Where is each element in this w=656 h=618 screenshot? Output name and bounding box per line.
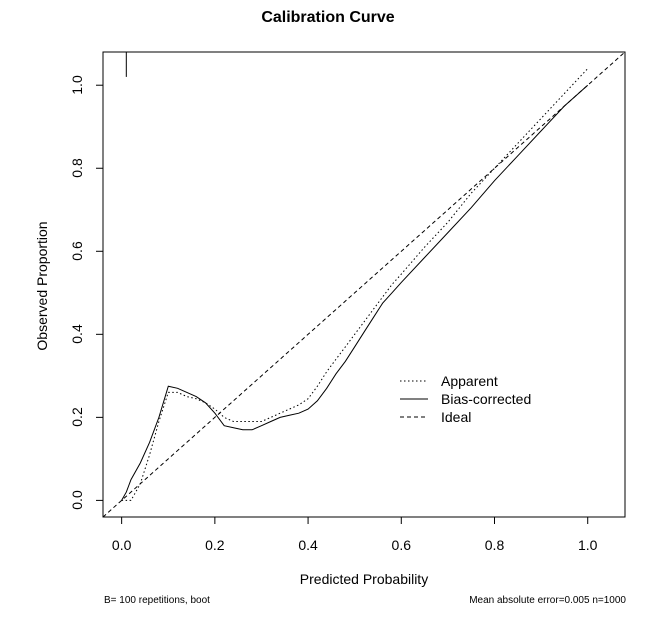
y-tick-label: 0.0: [69, 490, 85, 511]
footer-error-summary: Mean absolute error=0.005 n=1000: [469, 595, 626, 606]
x-axis-label: Predicted Probability: [299, 571, 429, 587]
legend-label: Ideal: [441, 409, 472, 425]
y-tick-label: 0.4: [69, 324, 85, 345]
plot-frame: [102, 51, 626, 518]
y-axis-label: Observed Proportion: [34, 221, 50, 351]
x-tick-label: 0.2: [205, 537, 225, 553]
x-tick-label: 0.4: [298, 537, 318, 553]
series-ideal: [103, 52, 625, 517]
y-tick-label: 0.2: [69, 407, 85, 428]
series-layer: [103, 52, 625, 517]
legend-label: Bias-corrected: [441, 391, 532, 407]
footer-repetitions: B= 100 repetitions, boot: [104, 595, 210, 606]
legend-label: Apparent: [441, 373, 498, 389]
x-tick-label: 0.0: [111, 537, 132, 553]
series-apparent: [121, 68, 589, 501]
x-tick-label: 1.0: [577, 537, 598, 553]
x-tick-label: 0.8: [484, 537, 505, 553]
y-tick-label: 0.6: [69, 241, 85, 262]
series-bias-corrected: [121, 84, 589, 501]
y-tick-label: 1.0: [69, 75, 85, 95]
y-tick-label: 0.8: [69, 158, 85, 178]
x-tick-label: 0.6: [391, 537, 412, 553]
chart-title: Calibration Curve: [261, 9, 395, 26]
tick-layer: [96, 84, 589, 524]
legend-layer: [400, 380, 428, 418]
